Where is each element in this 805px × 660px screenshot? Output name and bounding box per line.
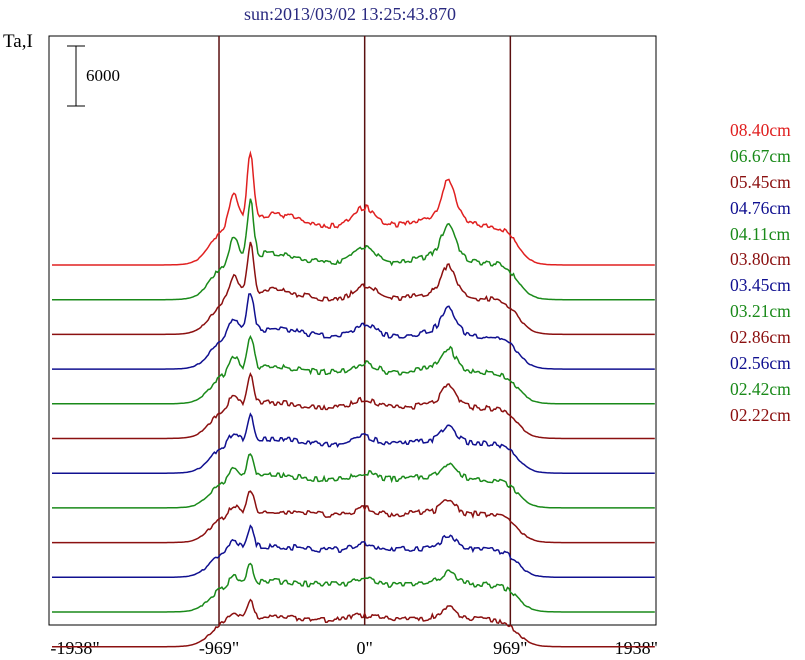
series-line-02-86cm: [52, 490, 655, 544]
scale-bar-label: 6000: [86, 66, 120, 85]
x-tick-label: 1938": [615, 638, 658, 658]
series-line-05-45cm: [52, 241, 655, 336]
series-line-03-21cm: [52, 453, 655, 509]
x-tick-label: -969": [199, 638, 239, 658]
legend-item: 05.45cm: [730, 171, 791, 192]
series-line-08-40cm: [52, 150, 655, 266]
x-tick-label: -1938": [50, 638, 99, 658]
series-line-02-42cm: [52, 562, 655, 613]
legend-item: 02.86cm: [730, 327, 791, 348]
series-line-02-56cm: [52, 524, 655, 579]
chart-title: sun:2013/03/02 13:25:43.870: [243, 4, 456, 24]
legend-item: 06.67cm: [730, 145, 791, 166]
plot-frame: [48, 35, 657, 626]
series-line-02-22cm: [52, 598, 655, 648]
series-line-04-76cm: [52, 293, 655, 370]
legend-item: 08.40cm: [730, 120, 791, 140]
legend-item: 02.56cm: [730, 353, 791, 374]
legend-item: 04.76cm: [730, 197, 791, 218]
legend: 08.40cm 06.67cm 05.45cm 04.76cm 04.11cm 03.80…: [730, 118, 791, 429]
series-line-03-45cm: [52, 412, 655, 474]
legend-item: 02.42cm: [730, 378, 791, 399]
scale-bar: [67, 45, 85, 107]
series-line-04-11cm: [52, 334, 655, 405]
x-tick-label: 969": [493, 638, 527, 658]
legend-item: 03.21cm: [730, 301, 791, 322]
series-line-06-67cm: [52, 198, 655, 301]
legend-item: 02.22cm: [730, 404, 791, 425]
legend-item: 03.45cm: [730, 275, 791, 296]
legend-item: 04.11cm: [730, 223, 791, 244]
x-tick-label: 0": [356, 638, 372, 658]
y-axis-label: Ta,I: [3, 31, 33, 52]
legend-item: 03.80cm: [730, 249, 791, 270]
series-line-03-80cm: [52, 372, 655, 440]
